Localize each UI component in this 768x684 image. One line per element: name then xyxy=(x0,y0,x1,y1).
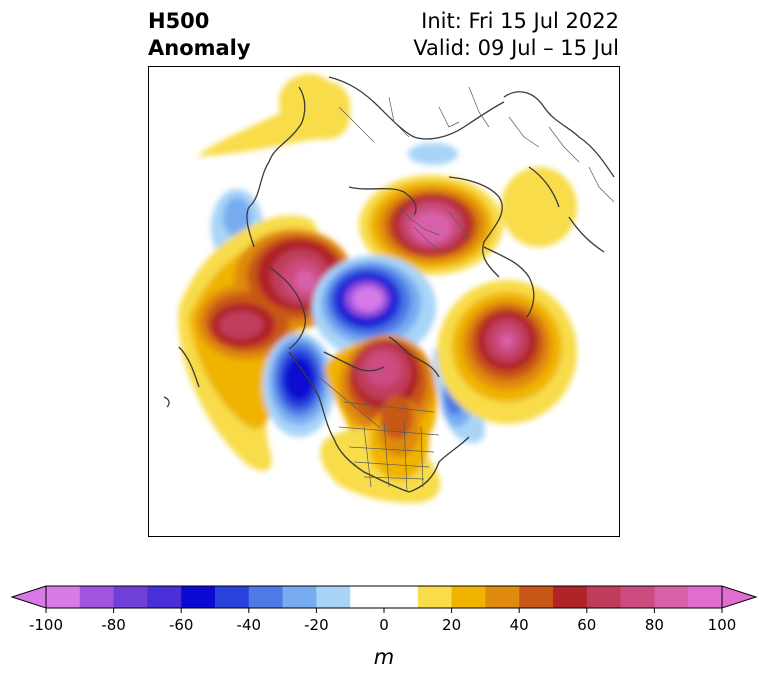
anomaly-fill xyxy=(178,74,577,503)
anomaly-positive-siberia xyxy=(178,215,354,471)
colorbar-bin xyxy=(147,586,182,608)
colorbar-extend-high xyxy=(721,585,758,609)
colorbar-bin xyxy=(519,586,554,608)
colorbar-bin xyxy=(350,586,385,608)
anomaly-negative-arctic xyxy=(312,255,436,359)
colorbar-tick-label: 80 xyxy=(645,616,664,634)
colorbar: -100 -80 -60 -40 -20 0 20 40 60 80 100 xyxy=(10,585,758,634)
colorbar-bins xyxy=(46,586,723,608)
colorbar-bin xyxy=(586,586,622,608)
colorbar-ticks: -100 -80 -60 -40 -20 0 20 40 60 80 100 xyxy=(29,608,736,634)
colorbar-bin xyxy=(620,586,655,608)
anomaly-negative-alaska xyxy=(263,333,335,437)
political-borders xyxy=(318,86,615,493)
map-title: H500 Anomaly xyxy=(148,8,251,62)
colorbar-tick-label: -80 xyxy=(101,616,126,634)
title-anomaly: Anomaly xyxy=(148,36,251,60)
anomaly-positive-atlantic xyxy=(501,167,577,247)
colorbar-bin xyxy=(553,586,588,608)
colorbar-tick-label: 100 xyxy=(708,616,737,634)
colorbar-tick-label: -60 xyxy=(169,616,194,634)
coastlines xyxy=(163,76,615,493)
map-subtitle: Init: Fri 15 Jul 2022 Valid: 09 Jul – 15… xyxy=(413,8,619,62)
colorbar-bin xyxy=(485,586,520,608)
colorbar-bin xyxy=(79,586,115,608)
colorbar-bin xyxy=(248,586,284,608)
valid-period: Valid: 09 Jul – 15 Jul xyxy=(413,36,619,60)
colorbar-bin xyxy=(46,586,81,608)
anomaly-positive-pacific xyxy=(437,280,577,424)
colorbar-bin xyxy=(316,586,351,608)
anomaly-positive-kara xyxy=(197,74,351,157)
title-variable: H500 xyxy=(148,9,210,33)
colorbar-bin xyxy=(282,586,317,608)
colorbar-unit: m xyxy=(373,645,395,669)
colorbar-tick-label: 40 xyxy=(510,616,529,634)
colorbar-bin xyxy=(451,586,486,608)
colorbar-bin xyxy=(215,586,250,608)
colorbar-bin xyxy=(417,586,453,608)
polar-map xyxy=(148,66,620,537)
colorbar-bin xyxy=(113,586,148,608)
anomaly-negative-europe xyxy=(408,143,458,165)
colorbar-bin xyxy=(688,586,723,608)
colorbar-tick-label: 60 xyxy=(577,616,596,634)
colorbar-bin xyxy=(654,586,689,608)
colorbar-tick-label: -40 xyxy=(237,616,262,634)
colorbar-bin xyxy=(384,586,419,608)
init-time: Init: Fri 15 Jul 2022 xyxy=(421,9,619,33)
colorbar-tick-label: -20 xyxy=(304,616,329,634)
colorbar-bin xyxy=(181,586,216,608)
colorbar-tick-label: 20 xyxy=(442,616,461,634)
colorbar-extend-low xyxy=(10,585,47,609)
colorbar-tick-label: -100 xyxy=(29,616,63,634)
colorbar-tick-label: 0 xyxy=(379,616,389,634)
